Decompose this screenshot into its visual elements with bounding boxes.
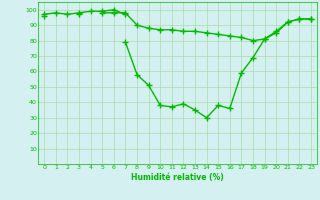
X-axis label: Humidité relative (%): Humidité relative (%)	[131, 173, 224, 182]
